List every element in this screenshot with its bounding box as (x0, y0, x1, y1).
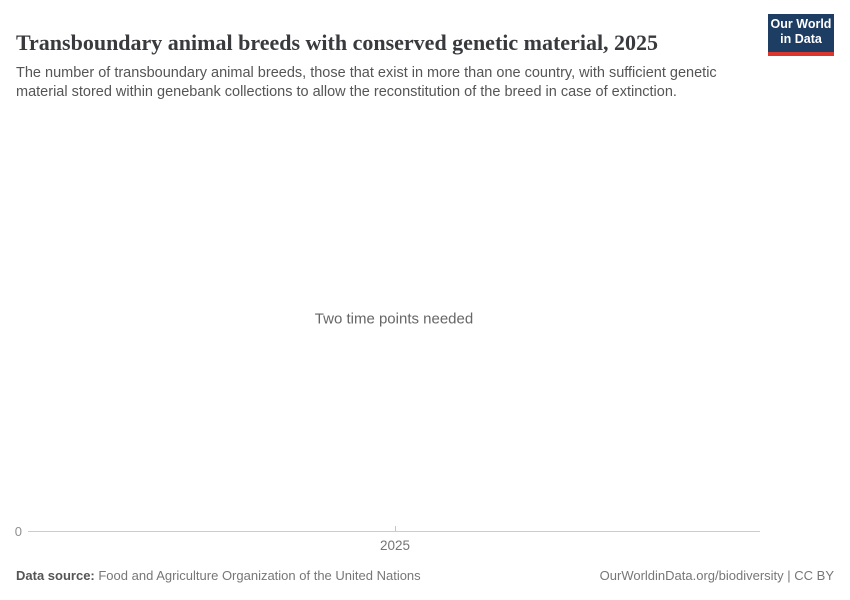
chart-title: Transboundary animal breeds with conserv… (16, 29, 659, 55)
empty-state-message: Two time points needed (314, 310, 474, 328)
data-source-label: Data source: (16, 568, 95, 583)
data-source-line[interactable]: Data source: Food and Agriculture Organi… (16, 568, 421, 583)
owid-logo[interactable]: Our World in Data (768, 14, 834, 56)
x-axis-tick-label: 2025 (379, 538, 411, 553)
x-axis-tick (395, 526, 396, 531)
y-axis-zero-label: 0 (14, 524, 22, 539)
owid-logo-line-2: in Data (780, 32, 822, 46)
footer: Data source: Food and Agriculture Organi… (16, 568, 834, 583)
attribution-link[interactable]: OurWorldinData.org/biodiversity | CC BY (599, 568, 834, 583)
x-axis-line (28, 531, 760, 532)
owid-logo-line-1: Our World (770, 17, 832, 31)
chart-subtitle: The number of transboundary animal breed… (16, 64, 717, 100)
data-source-value: Food and Agriculture Organization of the… (94, 568, 421, 583)
